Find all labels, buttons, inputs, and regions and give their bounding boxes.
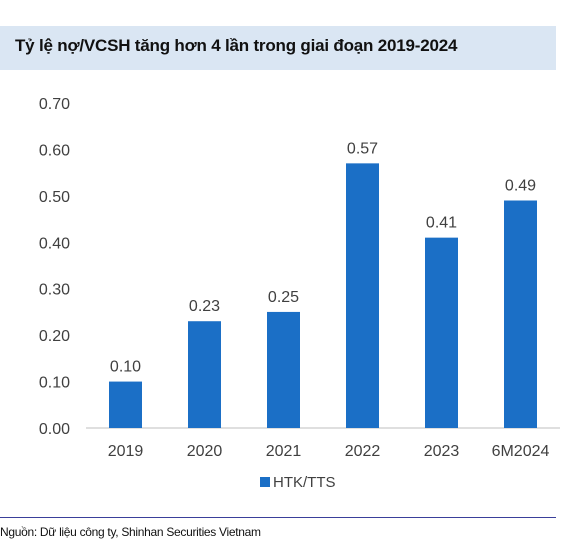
source-divider [0,517,556,518]
bar [188,321,221,428]
bar-value-label: 0.10 [110,359,141,376]
x-tick-label: 2019 [108,443,144,460]
bar-value-label: 0.23 [189,298,220,315]
chart-title-bar: Tỷ lệ nợ/VCSH tăng hơn 4 lần trong giai … [0,26,556,70]
bar-value-label: 0.57 [347,140,378,157]
y-tick-label: 0.40 [39,235,70,252]
y-tick-label: 0.00 [39,421,70,438]
x-tick-label: 2023 [424,443,460,460]
y-tick-label: 0.50 [39,189,70,206]
y-tick-label: 0.30 [39,282,70,299]
legend-label: HTK/TTS [273,474,336,491]
y-tick-label: 0.60 [39,142,70,159]
legend-swatch [260,477,270,487]
bar-value-label: 0.41 [426,215,457,232]
x-tick-label: 2022 [345,443,381,460]
bar [425,237,458,428]
y-tick-label: 0.70 [39,96,70,113]
x-tick-label: 2020 [187,443,223,460]
bar [109,381,142,428]
bar [504,200,537,428]
chart-title: Tỷ lệ nợ/VCSH tăng hơn 4 lần trong giai … [15,36,458,55]
bar [346,163,379,428]
bar [267,311,300,428]
y-tick-label: 0.20 [39,328,70,345]
bar-value-label: 0.25 [268,289,299,306]
x-tick-label: 6M2024 [492,443,550,460]
y-tick-label: 0.10 [39,375,70,392]
source-note: Nguồn: Dữ liệu công ty, Shinhan Securiti… [0,525,261,539]
x-tick-label: 2021 [266,443,302,460]
bar-value-label: 0.49 [505,178,536,195]
